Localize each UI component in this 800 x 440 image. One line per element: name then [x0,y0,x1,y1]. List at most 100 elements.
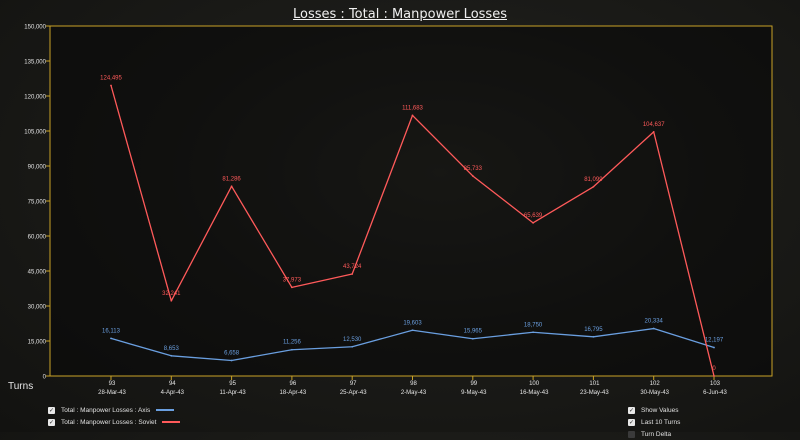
data-label: 0 [712,366,716,372]
legend: ✓ Total : Manpower Losses : Axis ✓ Total… [48,404,181,428]
data-label: 6,658 [224,350,240,356]
data-label: 124,495 [100,76,122,82]
x-tick-label-date: 9-May-43 [461,390,487,396]
x-tick-label-turn: 98 [410,381,417,387]
y-tick-label: 150,000 [24,25,46,31]
x-tick-label-turn: 96 [290,381,297,387]
y-tick-label: 75,000 [28,200,47,206]
x-tick-label-turn: 103 [710,381,721,387]
y-tick-label: 105,000 [24,130,46,136]
data-point [411,329,414,332]
chart-title: Losses : Total : Manpower Losses [293,7,507,22]
data-point [713,375,715,377]
y-tick-label: 90,000 [28,165,47,171]
data-label: 15,965 [464,329,483,335]
data-label: 12,530 [343,337,362,343]
legend-item-axis[interactable]: ✓ Total : Manpower Losses : Axis [48,404,180,416]
legend-swatch-soviet [162,421,181,423]
data-point [291,348,293,351]
x-axis: 93 28-Mar-43 94 4-Apr-43 95 11-Apr-43 96 18-Apr… [98,376,728,396]
x-tick-label-date: 6-Jun-43 [703,390,727,396]
data-point [532,221,534,224]
x-tick-label-date: 11-Apr-43 [219,390,246,396]
x-tick-label-date: 4-Apr-43 [161,390,185,396]
option-last-10-turns-label: Last 10 Turns [641,418,681,426]
data-point [471,337,474,340]
x-tick-label-date: 30-May-43 [640,390,669,396]
data-point [411,114,414,117]
y-tick-label: 15,000 [28,340,47,346]
option-show-values-label: Show Values [641,406,679,414]
y-tick-label: 30,000 [28,305,47,311]
x-tick-label-turn: 99 [470,381,477,387]
data-point [170,299,173,302]
data-point [291,286,293,289]
legend-label-soviet: Total : Manpower Losses : Soviet [61,418,157,426]
x-tick-label-turn: 94 [169,381,176,387]
data-label: 19,603 [403,320,422,326]
option-last-10-turns[interactable]: ✓ Last 10 Turns [628,416,680,428]
x-tick-label-turn: 95 [229,381,236,387]
checkbox-checked-icon[interactable]: ✓ [48,406,55,414]
plot-area [49,25,773,377]
data-label: 65,639 [524,213,543,219]
x-tick-label-date: 25-Apr-43 [340,390,367,396]
data-point [532,331,534,334]
checkbox-checked-icon[interactable]: ✓ [628,418,635,426]
data-label: 16,795 [584,327,603,333]
x-axis-label: Turns [8,381,33,392]
data-point [170,354,173,357]
data-label: 12,197 [705,338,724,344]
data-label: 16,113 [102,328,121,334]
x-tick-label-turn: 101 [589,381,600,387]
data-point [471,175,474,177]
data-label: 104,637 [643,122,665,128]
chart-options: ✓ Show Values ✓ Last 10 Turns ✓ Turn Del… [628,404,680,440]
legend-item-soviet[interactable]: ✓ Total : Manpower Losses : Soviet [48,416,181,428]
x-tick-label-date: 28-Mar-43 [98,390,126,396]
data-point [351,345,354,348]
x-tick-label-turn: 100 [529,381,540,387]
y-tick-label: 60,000 [28,235,47,241]
data-point [230,359,233,362]
data-label: 85,733 [464,166,483,172]
data-point [652,327,655,330]
y-tick-label: 135,000 [24,60,46,66]
option-show-values[interactable]: ✓ Show Values [628,404,680,416]
x-tick-label-date: 16-May-43 [520,390,549,396]
x-tick-label-turn: 93 [109,381,116,387]
x-tick-label-date: 18-Apr-43 [280,390,307,396]
x-tick-label-date: 2-May-43 [401,390,427,396]
data-point [592,335,595,338]
data-label: 43,724 [343,264,362,270]
checkbox-checked-icon[interactable]: ✓ [628,406,635,414]
data-label: 20,334 [645,319,664,325]
data-label: 37,973 [283,277,302,283]
data-label: 81,099 [584,177,603,183]
checkbox-checked-icon[interactable]: ✓ [48,418,55,426]
data-label: 11,256 [283,340,302,346]
data-label: 81,286 [222,176,241,182]
option-turn-delta[interactable]: ✓ Turn Delta [628,428,680,440]
y-tick-label: 120,000 [24,95,46,101]
x-tick-label-turn: 97 [350,381,357,387]
data-point [713,346,715,349]
data-point [230,185,233,188]
data-label: 32,241 [162,291,181,297]
data-label: 8,653 [164,346,180,352]
data-point [351,273,354,275]
legend-label-axis: Total : Manpower Losses : Axis [61,406,151,414]
x-tick-label-turn: 102 [650,381,661,387]
y-tick-label: 45,000 [28,270,47,276]
data-point [110,337,112,340]
data-label: 111,683 [402,105,423,111]
y-axis: 0 15,000 30,000 45,000 60,000 75,000 90,000 105… [24,25,50,381]
data-point [110,84,112,87]
series-layer: 16,113 8,653 6,658 11,256 12,530 19,603 15,965… [100,76,724,377]
data-label: 18,750 [524,322,543,328]
y-tick-label: 0 [43,375,47,381]
legend-swatch-axis [156,409,175,411]
x-tick-label-date: 23-May-43 [580,390,609,396]
data-point [652,130,655,133]
